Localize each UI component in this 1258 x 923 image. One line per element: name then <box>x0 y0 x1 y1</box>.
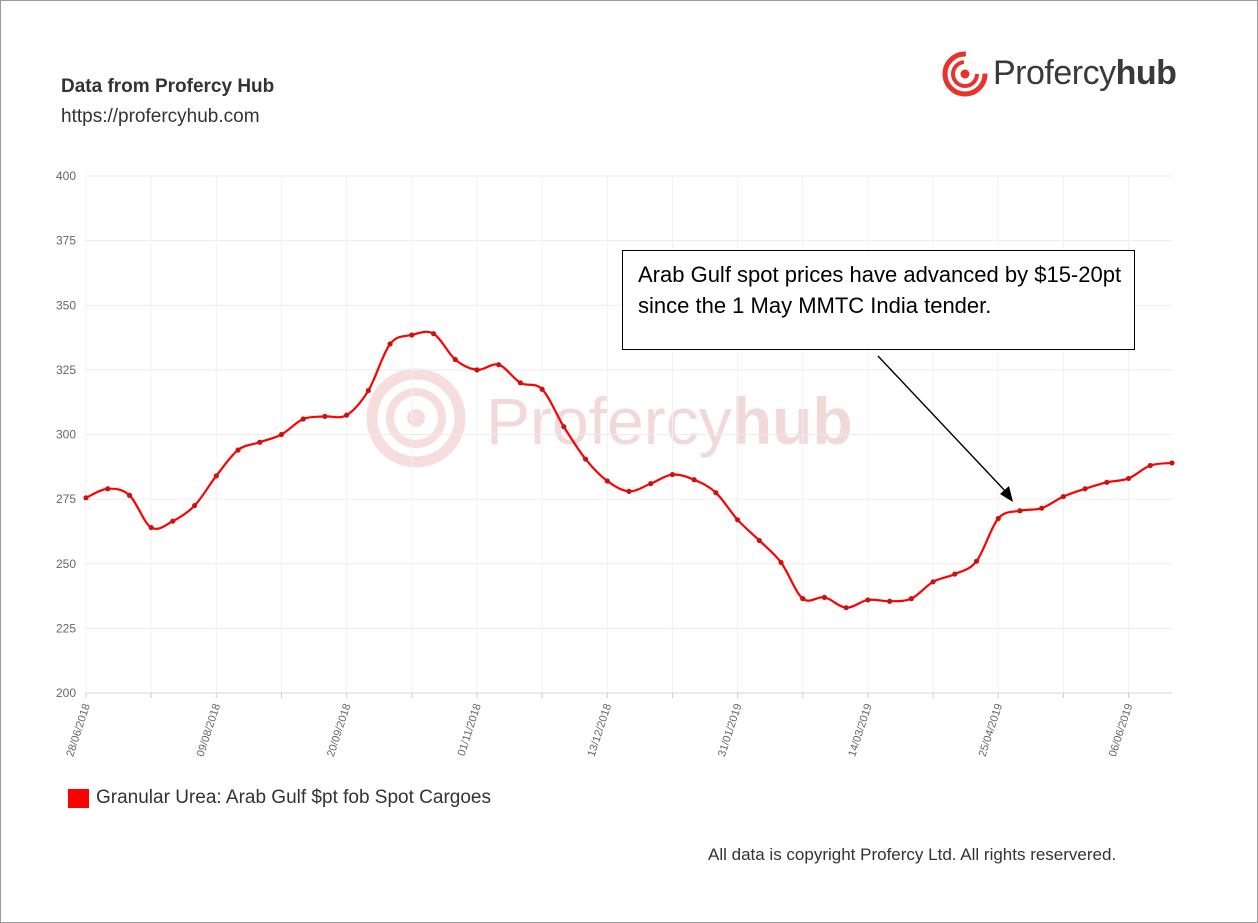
annotation-arrow <box>877 355 1013 502</box>
data-point <box>148 524 154 531</box>
x-tick-label: 06/06/2019 <box>1107 702 1135 758</box>
chart-grid <box>85 175 1172 694</box>
series-line <box>85 330 1173 609</box>
data-point <box>235 447 241 453</box>
source-title: Data from Profercy Hub <box>61 76 275 97</box>
logo-text-bold: hub <box>1115 54 1177 92</box>
chart-axes <box>85 692 1172 698</box>
profercy-logo: Profercyhub <box>941 50 1181 98</box>
data-point <box>257 439 263 445</box>
y-tick-label: 225 <box>56 621 76 635</box>
data-point <box>1169 460 1175 466</box>
x-tick-label: 20/09/2018 <box>325 702 353 758</box>
x-tick-label: 01/11/2018 <box>456 702 484 757</box>
data-point <box>213 473 219 479</box>
data-point <box>1060 493 1066 500</box>
legend-label: Granular Urea: Arab Gulf $pt fob Spot Ca… <box>96 787 491 808</box>
data-point <box>887 598 893 604</box>
data-point <box>539 386 545 392</box>
data-point <box>300 416 306 422</box>
watermark-text-bold: hub <box>732 384 853 458</box>
data-point <box>821 594 828 600</box>
data-point <box>713 490 719 496</box>
data-point <box>1104 479 1110 485</box>
data-point <box>387 341 393 347</box>
data-point <box>474 367 480 373</box>
data-point <box>344 412 350 418</box>
data-point <box>800 596 806 602</box>
data-point <box>865 597 871 603</box>
logo-text-regular: Profercy <box>993 54 1116 92</box>
data-point <box>1147 462 1153 469</box>
data-point <box>1082 486 1088 492</box>
data-point <box>582 456 589 462</box>
y-tick-label: 275 <box>56 492 76 506</box>
data-point <box>843 605 849 611</box>
data-point <box>561 424 567 430</box>
data-point <box>278 431 285 438</box>
data-point <box>452 356 458 363</box>
x-axis-ticks: 28/06/2018 09/08/2018 20/09/2018 01/11/2018… <box>64 702 1135 758</box>
x-tick-label: 28/06/2018 <box>64 702 92 758</box>
watermark: Profercyhub <box>366 368 853 468</box>
annotation-box: Arab Gulf spot prices have advanced by $… <box>622 250 1135 350</box>
data-point <box>126 492 133 498</box>
y-tick-label: 300 <box>56 428 76 442</box>
data-point <box>105 486 111 492</box>
y-tick-label: 200 <box>56 686 76 700</box>
y-tick-label: 325 <box>56 363 76 377</box>
data-point <box>778 559 784 566</box>
x-tick-label: 13/12/2018 <box>586 702 614 758</box>
data-point <box>430 331 437 337</box>
watermark-text: Profercyhub <box>486 384 853 458</box>
data-point <box>995 515 1001 522</box>
data-point <box>669 471 676 478</box>
data-point <box>365 387 371 394</box>
data-point <box>409 332 415 338</box>
data-point <box>83 495 89 501</box>
legend[interactable]: Granular Urea: Arab Gulf $pt fob Spot Ca… <box>68 787 491 809</box>
data-point <box>517 380 524 386</box>
x-tick-label: 25/04/2019 <box>977 702 1005 758</box>
y-tick-label: 250 <box>56 557 76 571</box>
data-point <box>1017 508 1023 514</box>
data-point <box>648 481 654 487</box>
data-point <box>691 477 697 483</box>
data-point <box>952 571 958 577</box>
data-point <box>496 362 502 368</box>
data-point <box>604 478 610 484</box>
profercy-logo-icon <box>942 51 988 97</box>
y-tick-label: 375 <box>56 234 76 248</box>
data-point <box>322 413 328 420</box>
x-tick-label: 14/03/2019 <box>846 702 874 758</box>
data-point <box>1039 505 1045 511</box>
data-point <box>170 518 176 524</box>
data-point <box>626 488 632 494</box>
y-axis-ticks: 200 225 250 275 300 325 350 375 400 <box>56 169 76 700</box>
x-tick-label: 09/08/2018 <box>195 702 223 758</box>
x-tick-label: 31/01/2019 <box>716 702 744 758</box>
watermark-text-regular: Profercy <box>486 384 732 458</box>
data-point <box>192 502 198 509</box>
data-point <box>908 596 914 602</box>
logo-wordmark: Profercyhub <box>993 54 1177 93</box>
data-point <box>930 579 936 585</box>
series-granular-urea <box>83 330 1175 611</box>
y-tick-label: 400 <box>56 169 76 183</box>
data-point <box>1125 475 1132 482</box>
data-point <box>756 537 762 544</box>
data-point <box>735 517 741 523</box>
copyright-notice: All data is copyright Profercy Ltd. All … <box>708 845 1117 864</box>
y-tick-label: 350 <box>56 298 76 312</box>
legend-swatch <box>68 788 89 808</box>
source-url-link[interactable]: https://profercyhub.com <box>61 106 260 127</box>
data-point <box>973 558 980 564</box>
